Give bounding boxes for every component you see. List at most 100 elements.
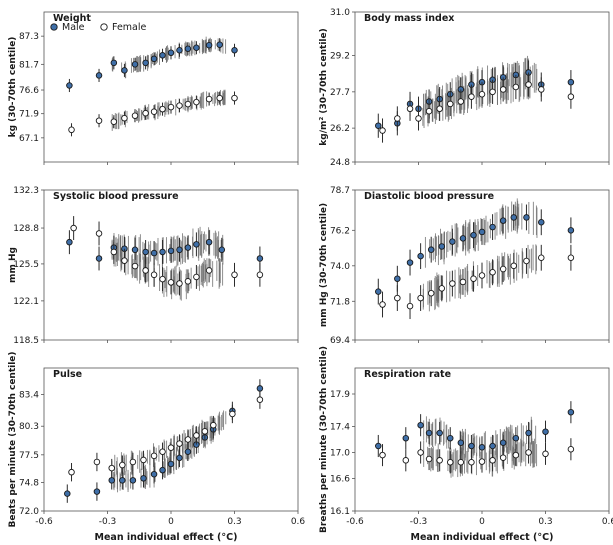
data-point [142,267,149,274]
data-point [512,83,520,91]
chart-panels: Weight 67.1 71.9 76.6 81.7 87.3kg (30-70th ce… [8,8,613,533]
y-tick-label: 31.0 [330,8,350,18]
series-male [375,60,575,138]
y-axis-label: Breaths per minute (30-70th centile) [319,346,329,533]
data-point [375,122,382,129]
data-point [119,461,126,469]
y-tick-label: 78.7 [330,186,350,196]
data-point [176,47,183,54]
data-point [525,81,532,88]
data-point [447,459,454,466]
data-point [436,429,443,437]
x-tick-label: 0.3 [227,517,241,527]
x-tick-label: -0.3 [99,517,117,527]
legend-female-marker [100,23,108,31]
y-tick-label: 67.1 [19,134,39,144]
data-point [193,241,200,248]
data-point [184,100,192,108]
data-point [499,439,507,447]
data-point [205,267,213,274]
y-tick-label: 17.9 [330,390,350,400]
data-point [159,52,166,59]
data-point [447,100,454,108]
data-point [538,254,545,261]
data-point [176,102,183,109]
x-tick-label: 0.6 [291,517,306,527]
data-point [68,468,75,476]
data-point [567,93,575,100]
data-point [68,126,75,134]
data-point [167,460,175,468]
y-axis-label: kg/m² (30-70th centile) [319,28,329,145]
series-male [375,204,575,305]
data-point [499,265,507,273]
x-tick-label: 0 [479,517,485,527]
data-point [425,429,433,437]
panel-title: Pulse [53,369,82,380]
data-point [66,238,73,246]
data-point [468,93,475,100]
data-point [510,262,518,270]
data-point [129,477,137,484]
data-point [95,255,103,262]
data-point [110,118,118,125]
data-point [193,98,200,106]
data-point [542,428,549,435]
data-point [142,59,149,67]
panel-2: Body mass index 24.8 26.2 27.7 29.2 31.0kg/m²… [319,8,610,168]
data-point [489,269,496,276]
y-tick-label: 132.3 [13,186,39,196]
legend-male-marker [50,23,58,31]
data-point [525,449,532,456]
data-point [438,285,446,292]
y-tick-label: 74.0 [330,262,350,272]
x-tick-label: 0.3 [538,517,552,527]
data-point [229,410,236,418]
data-point [468,442,475,450]
data-point [510,214,518,221]
data-point [425,107,433,115]
panel-frame [43,11,299,163]
data-point [110,248,118,256]
y-tick-label: 128.8 [13,224,39,234]
data-point [159,466,166,474]
data-point [231,94,238,102]
data-point [205,41,213,49]
data-point [210,421,217,429]
panel-title: Respiration rate [364,369,451,380]
data-point [256,385,264,392]
y-tick-label: 80.3 [19,422,39,432]
panel-5: Pulse 72.0 74.8 77.5 80.3 83.4 -0.6 -0.3 0 0.3 0.6… [8,351,305,527]
data-point [438,243,446,250]
series-female [70,216,264,296]
data-point [131,112,139,119]
data-point [140,456,147,464]
y-tick-label: 16.6 [330,475,350,485]
data-point [538,219,545,226]
data-point [167,247,175,255]
data-point [470,231,477,239]
y-tick-label: 71.9 [19,110,39,120]
data-point [406,302,414,310]
data-point [499,217,507,224]
data-point [159,105,166,113]
data-point [375,442,382,450]
y-tick-label: 69.4 [330,336,350,346]
data-point [176,246,183,254]
data-point [93,488,101,495]
data-point [478,458,486,465]
data-point [176,280,183,287]
data-point [406,105,414,113]
legend: Male Female [50,22,147,33]
data-point [394,294,401,302]
data-point [523,257,530,265]
data-point [256,255,264,262]
data-point [231,47,238,54]
data-point [499,454,507,461]
panel-3: Systolic blood pressure 118.5 122.1 125.5 12… [8,186,299,346]
y-axis-label: mm Hg (30-70th centile) [319,203,329,327]
data-point [256,271,264,279]
data-point [499,86,507,93]
data-point [119,477,126,484]
data-point [205,238,213,246]
